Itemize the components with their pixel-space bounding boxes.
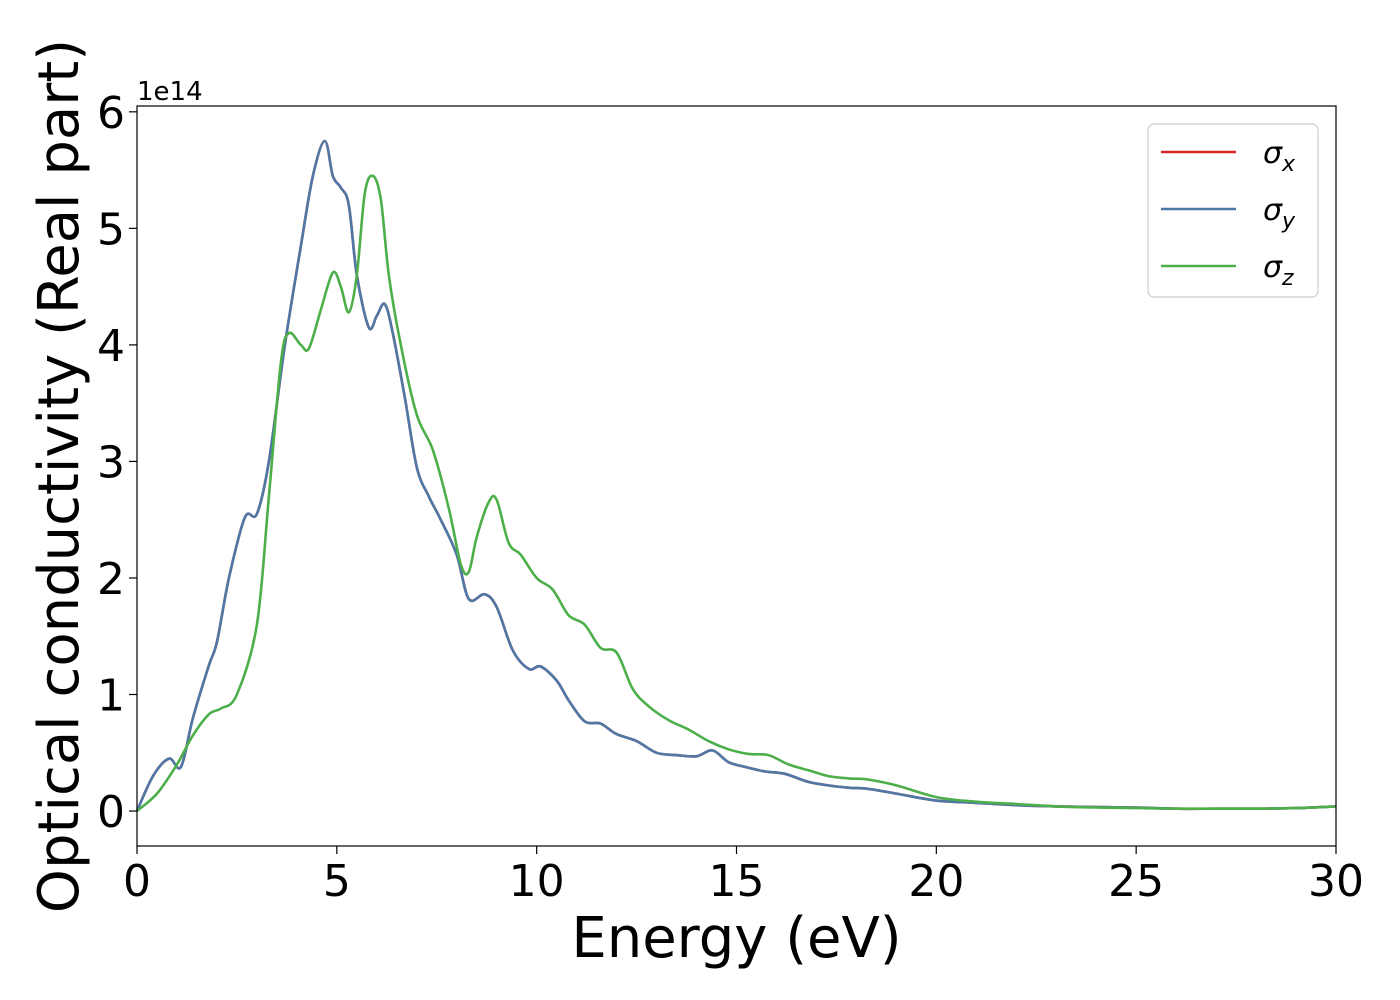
x-tick-label: 25 — [1108, 856, 1164, 907]
x-tick-label: 20 — [908, 856, 964, 907]
legend-symbol: σ — [1263, 193, 1283, 228]
y-tick-label: 2 — [97, 554, 125, 605]
series-layer — [135, 139, 1337, 812]
x-tick-label: 0 — [123, 856, 151, 907]
tick-layer: 0 5 10 15 20 25 30 0 1 2 3 4 5 6 — [97, 88, 1364, 907]
legend-box — [1147, 123, 1319, 298]
legend-label-x: σx — [1263, 136, 1296, 177]
y-tick-label: 1 — [97, 671, 125, 722]
legend-subscript: z — [1281, 266, 1294, 291]
x-tick-label: 5 — [323, 856, 351, 907]
x-tick-label: 30 — [1308, 856, 1364, 907]
x-tick-label: 15 — [709, 856, 765, 907]
y-tick-label: 6 — [97, 88, 125, 139]
legend-label-z: σz — [1263, 250, 1294, 291]
legend-label-y: σy — [1263, 193, 1296, 234]
y-tick-label: 3 — [97, 437, 125, 488]
x-tick-label: 10 — [509, 856, 565, 907]
legend-subscript: y — [1281, 209, 1296, 234]
series-line-z — [136, 174, 1337, 812]
y-tick-label: 5 — [97, 204, 125, 255]
legend-symbol: σ — [1263, 136, 1283, 171]
legend-symbol: σ — [1263, 250, 1283, 285]
legend-subscript: x — [1281, 152, 1296, 177]
x-axis-label: Energy (eV) — [571, 906, 901, 971]
y-tick-label: 4 — [97, 321, 125, 372]
y-axis-label: Optical conductivity (Real part) — [27, 39, 92, 913]
y-tick-label: 0 — [97, 787, 125, 838]
y-offset-label: 1e14 — [137, 77, 203, 107]
